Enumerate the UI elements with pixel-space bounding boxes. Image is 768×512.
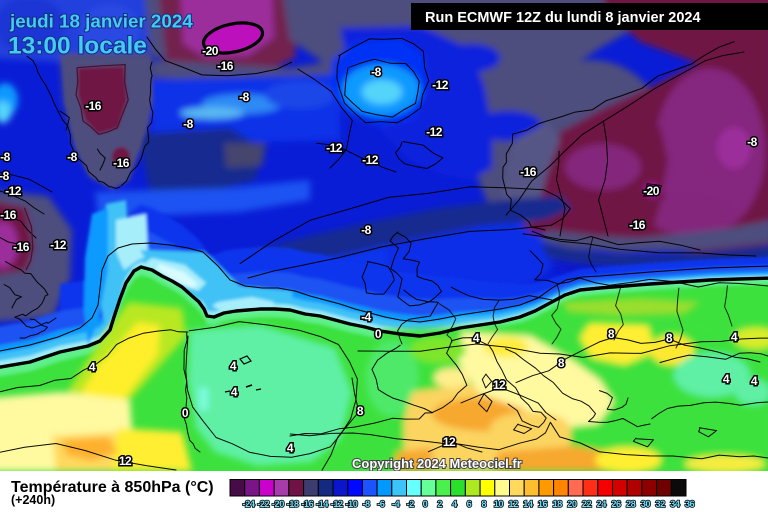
svg-text:4: 4 [751,374,758,388]
svg-text:18: 18 [553,499,563,509]
svg-text:8: 8 [357,404,364,418]
svg-text:0: 0 [423,499,428,509]
svg-text:-18: -18 [287,499,299,509]
svg-text:28: 28 [626,499,636,509]
svg-text:-12: -12 [331,499,343,509]
svg-text:-6: -6 [377,499,385,509]
svg-text:-8: -8 [0,150,10,164]
svg-text:4: 4 [723,372,730,386]
svg-text:12: 12 [443,435,456,449]
svg-text:-12: -12 [326,141,343,155]
svg-text:12: 12 [119,454,132,468]
svg-text:-16: -16 [85,99,102,113]
svg-text:16: 16 [538,499,548,509]
svg-text:34: 34 [670,499,681,509]
svg-text:12: 12 [493,378,506,392]
svg-text:-16: -16 [301,499,313,509]
svg-text:-24: -24 [243,499,256,509]
svg-text:-8: -8 [183,117,193,131]
svg-text:-8: -8 [0,169,10,183]
svg-text:4: 4 [89,360,96,374]
svg-text:8: 8 [666,331,673,345]
svg-text:-16: -16 [0,208,17,222]
svg-text:-12: -12 [432,78,449,92]
svg-text:-8: -8 [747,135,757,149]
svg-text:Copyright 2024 Meteociel.fr: Copyright 2024 Meteociel.fr [352,456,522,471]
svg-text:8: 8 [481,499,486,509]
svg-text:-4: -4 [361,310,371,324]
svg-text:22: 22 [582,499,592,509]
svg-text:4: 4 [731,330,738,344]
svg-text:30: 30 [641,499,651,509]
svg-text:0: 0 [182,406,189,420]
svg-text:26: 26 [611,499,621,509]
svg-text:-8: -8 [239,90,249,104]
svg-text:20: 20 [567,499,577,509]
svg-text:13:00 locale: 13:00 locale [8,33,147,60]
svg-text:4: 4 [473,331,480,345]
svg-text:(+240h): (+240h) [11,493,55,507]
svg-text:6: 6 [467,499,472,509]
svg-text:4: 4 [287,441,294,455]
svg-text:4: 4 [452,499,458,509]
svg-text:12: 12 [508,499,518,509]
svg-text:32: 32 [655,499,665,509]
svg-text:-22: -22 [257,499,269,509]
svg-text:10: 10 [494,499,504,509]
svg-text:-16: -16 [113,156,130,170]
svg-text:-12: -12 [426,125,443,139]
svg-text:0: 0 [375,327,382,341]
svg-text:4: 4 [231,385,238,399]
svg-text:-12: -12 [362,153,379,167]
svg-text:-4: -4 [392,499,401,509]
svg-text:36: 36 [685,499,695,509]
svg-text:-14: -14 [316,499,329,509]
svg-text:-8: -8 [371,65,381,79]
svg-text:-16: -16 [520,165,537,179]
svg-text:-12: -12 [50,238,67,252]
svg-text:Run ECMWF 12Z du lundi 8 janvi: Run ECMWF 12Z du lundi 8 janvier 2024 [425,10,701,26]
svg-text:-16: -16 [629,218,646,232]
svg-text:8: 8 [558,356,565,370]
svg-text:-8: -8 [361,223,371,237]
svg-text:14: 14 [523,499,534,509]
svg-text:jeudi 18 janvier 2024: jeudi 18 janvier 2024 [9,11,193,32]
svg-text:Température à 850hPa (°C): Température à 850hPa (°C) [11,479,214,496]
svg-text:-20: -20 [202,44,219,58]
svg-text:-8: -8 [362,499,370,509]
svg-text:-8: -8 [67,150,77,164]
svg-text:-20: -20 [272,499,284,509]
svg-text:-2: -2 [407,499,415,509]
svg-text:-16: -16 [217,59,234,73]
svg-text:2: 2 [437,499,442,509]
svg-text:24: 24 [597,499,608,509]
svg-text:-12: -12 [5,184,22,198]
svg-text:4: 4 [230,359,237,373]
svg-text:8: 8 [608,327,615,341]
svg-text:-10: -10 [345,499,357,509]
svg-text:-16: -16 [13,240,30,254]
svg-text:-20: -20 [643,184,660,198]
